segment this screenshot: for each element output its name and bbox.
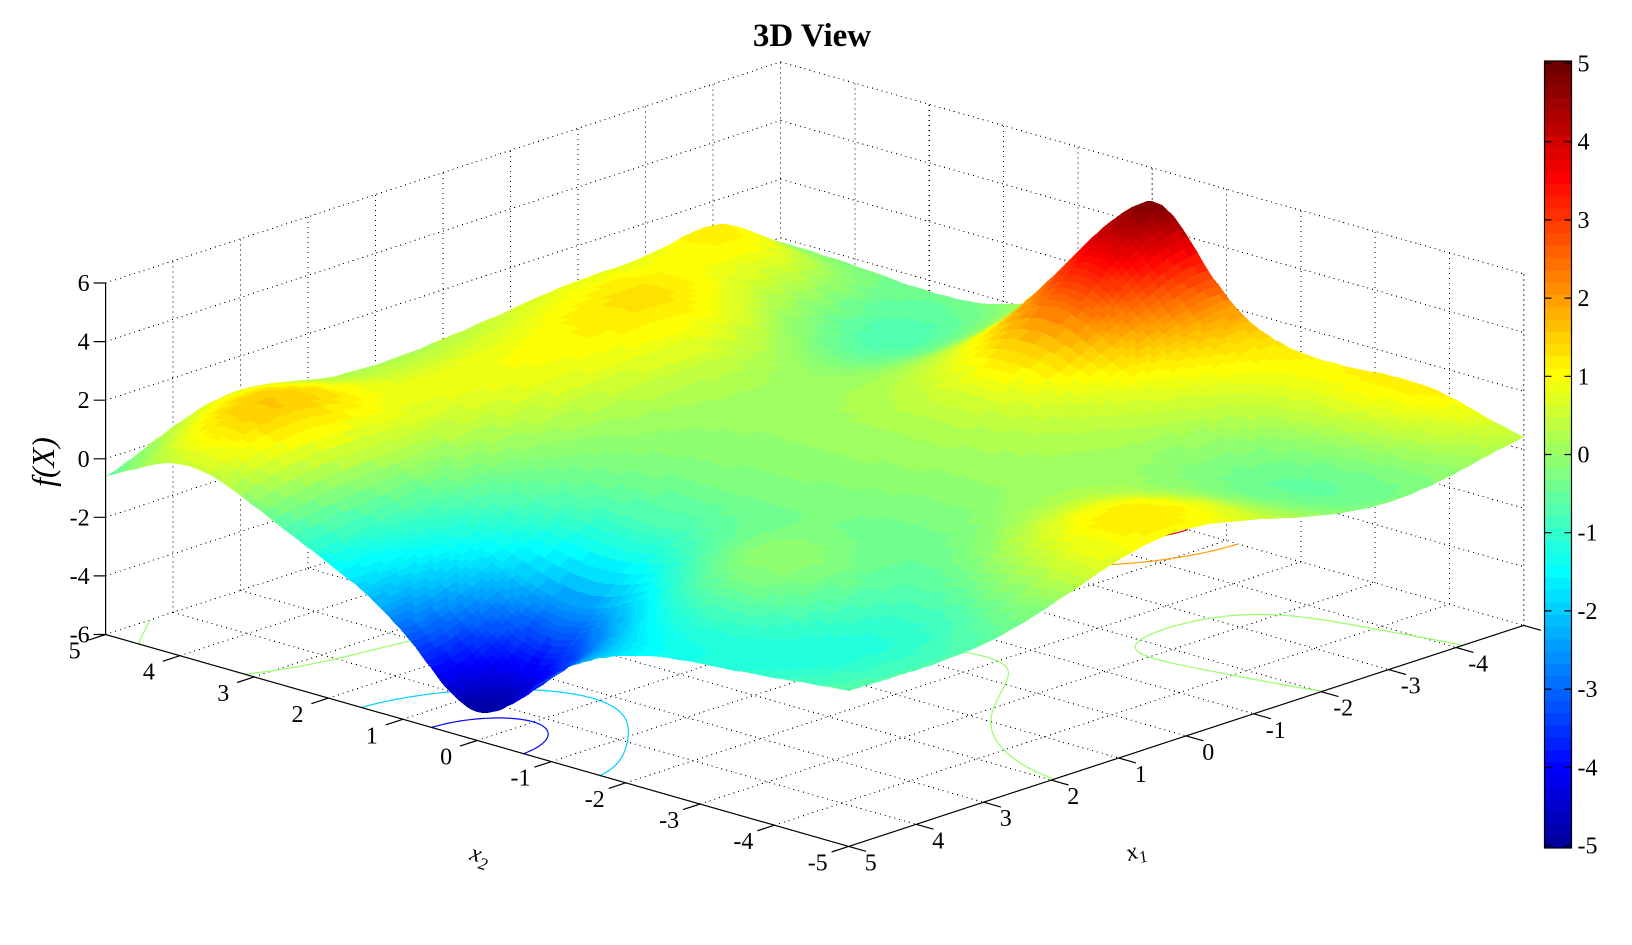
svg-text:-4: -4	[733, 829, 753, 855]
svg-text:5: 5	[865, 850, 877, 876]
svg-text:-1: -1	[511, 766, 531, 792]
svg-text:5: 5	[69, 639, 81, 665]
svg-text:-3: -3	[659, 808, 679, 834]
svg-text:0: 0	[78, 447, 90, 473]
svg-text:-4: -4	[1468, 652, 1488, 678]
svg-text:1: 1	[1135, 762, 1147, 788]
svg-text:4: 4	[143, 660, 155, 686]
svg-text:0: 0	[1578, 443, 1590, 469]
svg-text:3: 3	[217, 681, 229, 707]
svg-text:-1: -1	[1266, 718, 1286, 744]
svg-text:-3: -3	[1401, 674, 1421, 700]
svg-text:4: 4	[78, 330, 90, 356]
svg-text:-2: -2	[1333, 696, 1353, 722]
svg-text:-4: -4	[1578, 755, 1598, 781]
svg-text:2: 2	[1578, 286, 1590, 312]
svg-text:-4: -4	[70, 564, 90, 590]
svg-text:2: 2	[78, 388, 90, 414]
svg-text:1: 1	[1578, 364, 1590, 390]
svg-text:3: 3	[1000, 806, 1012, 832]
svg-text:1: 1	[366, 723, 378, 749]
svg-text:0: 0	[1202, 740, 1214, 766]
svg-text:-1: -1	[1578, 521, 1598, 547]
svg-text:-2: -2	[585, 787, 605, 813]
svg-text:f(X): f(X)	[25, 437, 61, 487]
svg-text:3: 3	[1578, 208, 1590, 234]
svg-text:2: 2	[292, 702, 304, 728]
svg-text:4: 4	[932, 828, 944, 854]
svg-text:3D View: 3D View	[753, 18, 871, 54]
svg-text:-2: -2	[1578, 599, 1598, 625]
svg-text:6: 6	[78, 271, 90, 297]
svg-text:-6: -6	[70, 623, 90, 649]
svg-text:-3: -3	[1578, 677, 1598, 703]
svg-text:-5: -5	[1578, 834, 1598, 860]
svg-text:-5: -5	[808, 850, 828, 876]
svg-text:-2: -2	[70, 505, 90, 531]
svg-text:4: 4	[1578, 130, 1590, 156]
svg-text:5: 5	[1578, 52, 1590, 78]
svg-text:2: 2	[1067, 784, 1079, 810]
svg-text:0: 0	[440, 745, 452, 771]
